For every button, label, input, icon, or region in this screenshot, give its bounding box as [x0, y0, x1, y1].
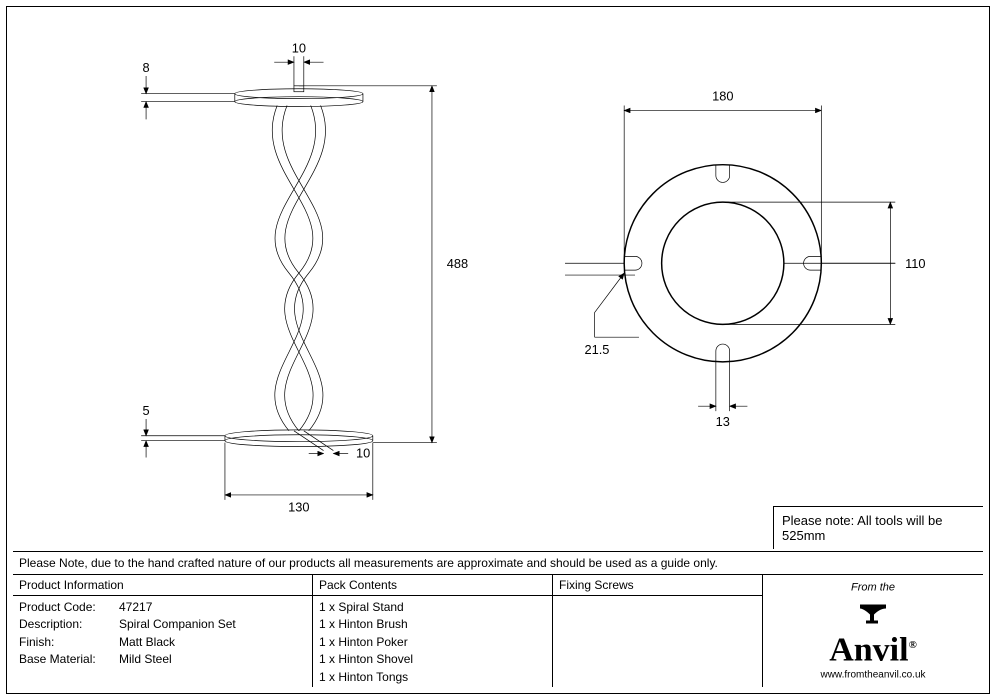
logo-main-text: Anvil® [818, 594, 928, 670]
product-info-header: Product Information [13, 575, 312, 596]
anvil-icon [858, 601, 888, 625]
side-view: 10 8 488 5 [141, 40, 468, 514]
dim-lug-radial: 21.5 [584, 342, 609, 357]
info-section: Please Note, due to the hand crafted nat… [13, 551, 983, 687]
fixing-screws-body [553, 596, 762, 602]
pack-contents-header: Pack Contents [313, 575, 552, 596]
dim-outer-diameter: 180 [712, 89, 733, 104]
fixing-screws-header: Fixing Screws [553, 575, 762, 596]
info-grid: Product Information Product Code:47217 D… [13, 575, 983, 687]
dim-top-bar-width: 10 [292, 40, 306, 55]
list-item: 1 x Hinton Shovel [319, 651, 546, 668]
dim-bottom-bar-width: 10 [356, 445, 370, 460]
drawing-area: 10 8 488 5 [13, 13, 983, 549]
logo-column: From the Anvil® www.fromtheanvil.co.uk [763, 575, 983, 687]
technical-drawing-svg: 10 8 488 5 [13, 13, 983, 549]
note-line-1: Please note: All tools will be [782, 513, 975, 528]
logo-url: www.fromtheanvil.co.uk [818, 670, 928, 681]
note-line-2: 525mm [782, 528, 975, 543]
dim-bottom-thickness: 5 [143, 403, 150, 418]
logo-from-text: From the [818, 582, 928, 594]
note-box: Please note: All tools will be 525mm [773, 506, 983, 549]
top-view: 180 110 21.5 13 [565, 89, 925, 429]
dim-inner-diameter: 110 [905, 256, 925, 271]
disclaimer: Please Note, due to the hand crafted nat… [13, 552, 983, 575]
table-row: Description:Spiral Companion Set [19, 616, 306, 633]
list-item: 1 x Hinton Poker [319, 634, 546, 651]
page-border: 10 8 488 5 [6, 6, 990, 694]
fixing-screws-column: Fixing Screws [553, 575, 763, 687]
dim-base-width: 130 [288, 500, 309, 515]
list-item: 1 x Spiral Stand [319, 599, 546, 616]
product-info-body: Product Code:47217 Description:Spiral Co… [13, 596, 312, 672]
brand-logo: From the Anvil® www.fromtheanvil.co.uk [818, 582, 928, 681]
table-row: Finish:Matt Black [19, 634, 306, 651]
product-info-column: Product Information Product Code:47217 D… [13, 575, 313, 687]
pack-contents-column: Pack Contents 1 x Spiral Stand 1 x Hinto… [313, 575, 553, 687]
dim-total-height: 488 [447, 256, 468, 271]
table-row: Base Material:Mild Steel [19, 651, 306, 668]
dim-top-thickness: 8 [143, 60, 150, 75]
list-item: 1 x Hinton Brush [319, 616, 546, 633]
list-item: 1 x Hinton Tongs [319, 669, 546, 686]
table-row: Product Code:47217 [19, 599, 306, 616]
pack-contents-body: 1 x Spiral Stand 1 x Hinton Brush 1 x Hi… [313, 596, 552, 689]
dim-lug-width: 13 [716, 414, 730, 429]
